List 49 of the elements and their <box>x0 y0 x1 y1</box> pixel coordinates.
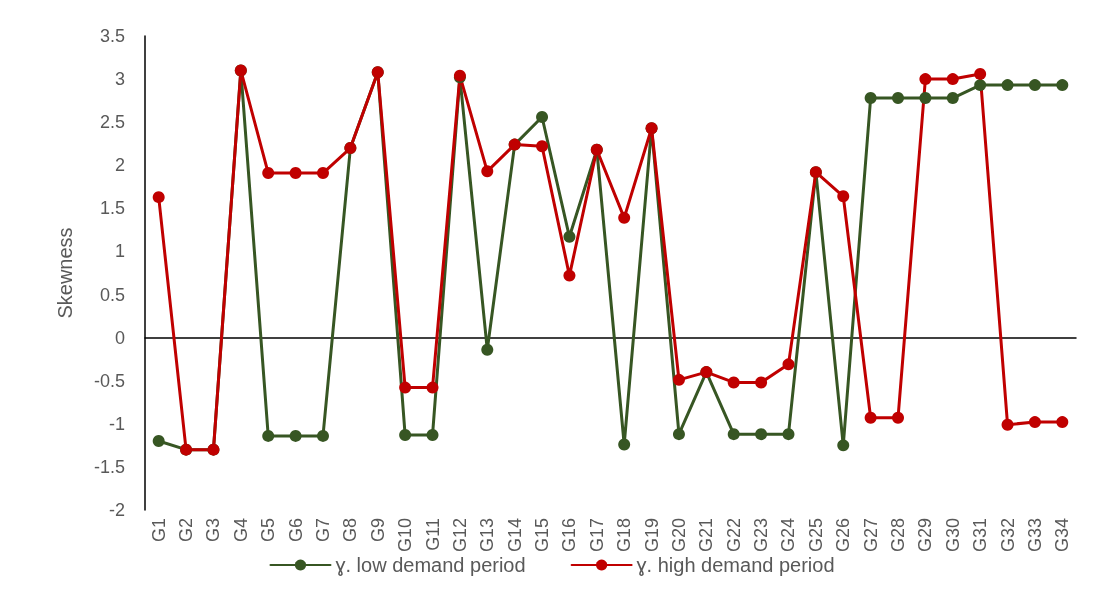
x-tick-label: G33 <box>1024 518 1045 553</box>
y-tick-label: 1.5 <box>99 198 125 219</box>
x-tick-label: G3 <box>203 518 224 543</box>
y-tick-label: -2 <box>108 500 125 520</box>
x-tick-label: G4 <box>230 518 251 543</box>
x-tick-label: G32 <box>997 518 1018 553</box>
x-tick-label: G24 <box>778 518 799 553</box>
x-tick-label: G18 <box>614 518 635 553</box>
y-tick-label: 2.5 <box>99 112 125 133</box>
x-tick-label: G12 <box>449 518 470 553</box>
x-tick-label: G20 <box>668 518 689 553</box>
x-tick-label: G25 <box>805 518 826 553</box>
x-tick-label: G9 <box>367 518 388 543</box>
x-tick-label: G31 <box>970 518 991 553</box>
y-tick-label: 0.5 <box>99 284 125 305</box>
x-tick-label: G21 <box>696 518 717 553</box>
y-tick-label: 0 <box>114 327 125 348</box>
y-tick-label: 3 <box>114 69 125 90</box>
x-tick-label: G6 <box>285 518 306 543</box>
y-tick-label: 3.5 <box>99 26 125 46</box>
x-tick-label: G11 <box>422 518 443 551</box>
x-tick-label: G5 <box>258 518 279 543</box>
x-tick-label: G16 <box>559 518 580 553</box>
x-tick-label: G22 <box>723 518 744 553</box>
x-tick-label: G1 <box>148 518 169 543</box>
y-tick-label: -0.5 <box>93 370 125 391</box>
x-tick-label: G19 <box>641 518 662 553</box>
x-tick-label: G2 <box>176 518 197 543</box>
x-tick-label: G26 <box>833 518 854 553</box>
y-tick-label: 1 <box>114 241 125 262</box>
legend-label: ɣ. high demand period <box>636 554 835 576</box>
y-tick-label: 2 <box>114 155 125 176</box>
x-tick-label: G14 <box>504 518 525 553</box>
x-tick-label: G23 <box>751 518 772 553</box>
x-tick-label: G15 <box>532 518 553 553</box>
y-tick-label: -1.5 <box>93 456 125 477</box>
x-tick-label: G30 <box>942 518 963 553</box>
x-tick-label: G7 <box>312 518 333 543</box>
x-tick-label: G10 <box>395 518 416 553</box>
legend-label: ɣ. low demand period <box>335 554 526 576</box>
x-tick-label: G29 <box>915 518 936 553</box>
y-tick-label: -1 <box>108 413 125 434</box>
y-axis-title: Skewness <box>54 227 76 319</box>
x-tick-label: G17 <box>586 518 607 553</box>
x-tick-label: G8 <box>340 518 361 543</box>
x-tick-label: G28 <box>888 518 909 553</box>
x-tick-label: G27 <box>860 518 881 553</box>
x-tick-label: G13 <box>477 518 498 553</box>
x-tick-label: G34 <box>1052 518 1073 553</box>
